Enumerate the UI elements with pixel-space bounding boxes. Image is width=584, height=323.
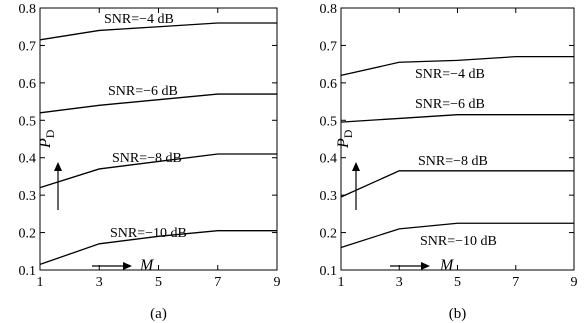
x-axis-label: M	[139, 257, 155, 274]
panel-caption: (a)	[150, 306, 167, 322]
x-tick-label: 5	[155, 275, 162, 290]
series-line	[39, 22, 277, 41]
y-tick-label: 0.1	[320, 264, 338, 279]
series-line	[340, 114, 574, 123]
y-tick-label: 0.4	[19, 152, 37, 167]
series-label: SNR=−4 dB	[415, 67, 485, 82]
series-label: SNR=−8 dB	[418, 154, 488, 169]
series-line	[340, 222, 574, 249]
y-axis-label-subscript: D	[341, 129, 355, 138]
x-tick-label: 7	[512, 275, 519, 290]
series-label: SNR=−8 dB	[112, 151, 182, 166]
series-line	[39, 153, 277, 189]
y-tick-label: 0.2	[19, 227, 37, 242]
y-axis-label: PD	[335, 129, 355, 149]
series-label: SNR=−6 dB	[415, 97, 485, 112]
x-tick-label: 7	[214, 275, 221, 290]
y-tick-label: 0.5	[19, 114, 37, 129]
x-tick-label: 9	[274, 275, 281, 290]
plot-frame	[340, 7, 575, 271]
series-label: SNR=−4 dB	[104, 12, 174, 27]
y-arrow-head	[54, 162, 62, 171]
panel-b: 1 3 5 7 9 0.1 0.2 0.3 0.4 0.5 0.6 0.7 0.8 SNR=−4 dB SN…	[320, 2, 578, 322]
series-label: SNR=−10 dB	[420, 234, 497, 249]
y-tick-label: 0.6	[19, 77, 37, 92]
series-line	[39, 93, 277, 114]
panel-caption: (b)	[449, 306, 467, 322]
series-label: SNR=−10 dB	[110, 226, 187, 241]
series-line	[39, 230, 277, 265]
x-tick-label: 1	[338, 275, 345, 290]
x-axis-label: M	[439, 257, 455, 274]
y-axis-label-subscript: D	[43, 129, 57, 138]
x-tick-label: 3	[396, 275, 403, 290]
x-tick-label: 9	[571, 275, 578, 290]
y-tick-label: 0.6	[320, 77, 338, 92]
y-tick-label: 0.3	[320, 189, 338, 204]
y-tick-label: 0.8	[19, 2, 37, 17]
y-arrow-head	[352, 162, 360, 171]
y-tick-label: 0.7	[19, 39, 37, 54]
y-tick-label: 0.5	[320, 114, 338, 129]
y-tick-label: 0.2	[320, 227, 338, 242]
y-tick-label: 0.3	[19, 189, 37, 204]
x-tick-label: 5	[454, 275, 461, 290]
x-tick-label: 3	[96, 275, 103, 290]
series-line	[340, 170, 574, 198]
y-tick-label: 0.1	[19, 264, 37, 279]
y-tick-label: 0.4	[320, 152, 338, 167]
series-label: SNR=−6 dB	[108, 84, 178, 99]
x-arrow-head	[123, 262, 132, 270]
x-arrow-head	[421, 262, 430, 270]
series-line	[340, 56, 574, 77]
y-tick-label: 0.7	[320, 39, 338, 54]
x-tick-label: 1	[37, 275, 44, 290]
y-tick-label: 0.8	[320, 2, 338, 17]
panel-a: 1 3 5 7 9 0.1 0.2 0.3 0.4 0.5 0.6 0.7 0.8 SNR=−4 dB SN…	[19, 2, 281, 322]
